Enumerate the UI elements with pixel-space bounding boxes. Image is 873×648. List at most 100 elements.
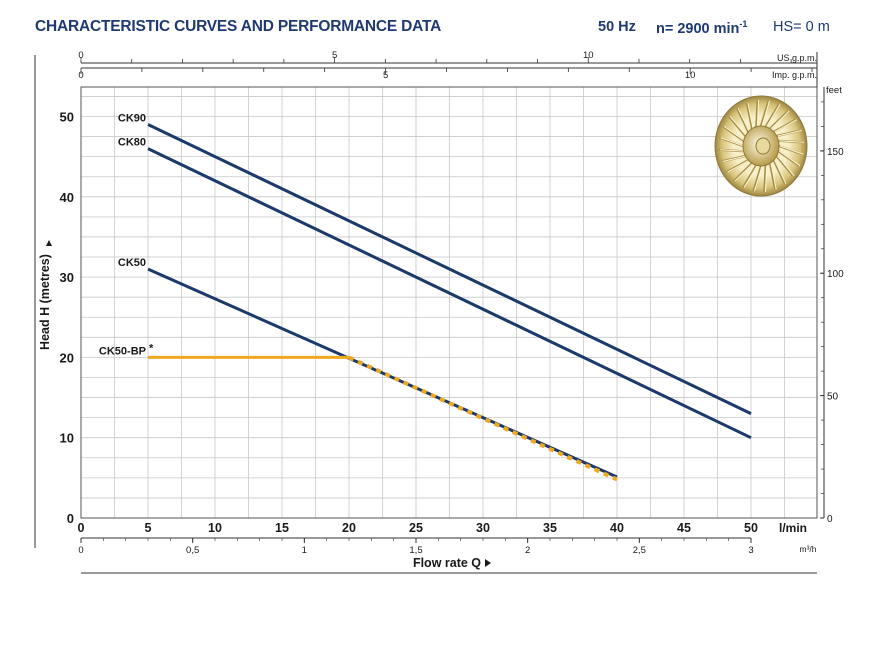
x-tick-label: 35 <box>543 521 557 535</box>
x-tick-label: 20 <box>342 521 356 535</box>
series-label-ck80: CK80 <box>118 137 146 149</box>
impeller-vane-highlight <box>756 100 760 127</box>
plot-frame <box>80 86 818 519</box>
impeller-vane-highlight <box>727 159 750 173</box>
impeller-vane <box>759 100 770 127</box>
speed-label: n= 2900 min-1 <box>656 19 748 37</box>
x-tick-label: 30 <box>476 521 490 535</box>
grid <box>80 87 817 519</box>
x-tick-label: 50 <box>744 521 758 535</box>
impeller-vane <box>745 102 754 129</box>
y-tick-label: 40 <box>60 190 74 205</box>
impeller-vane-highlight <box>764 165 768 192</box>
impeller-vane-highlight <box>734 162 754 182</box>
impeller-vane <box>769 110 789 130</box>
impeller-vane-highlight <box>774 159 787 185</box>
us-gpm-tick-label: 0 <box>78 50 83 61</box>
y-axis-label: Head H (metres) <box>38 254 52 350</box>
m3h-tick-label: 3 <box>748 545 753 556</box>
x-unit-label: l/min <box>779 521 807 535</box>
impeller-vane-highlight <box>737 107 750 133</box>
series-ck90 <box>147 123 752 415</box>
x-tick-label: 40 <box>610 521 624 535</box>
x-tick-label: 25 <box>409 521 423 535</box>
y-tick-label: 0 <box>67 511 74 526</box>
impeller-vane-highlight <box>774 119 797 133</box>
impeller-vane-highlight <box>770 110 790 130</box>
impeller-vane <box>742 164 758 189</box>
feet-tick-label: 150 <box>827 147 844 158</box>
x-tick-label: 0 <box>78 521 85 535</box>
impeller-vane <box>763 165 767 192</box>
x-axis-arrow-icon <box>485 559 491 567</box>
feet-tick-label: 100 <box>827 269 844 280</box>
impeller-vane <box>722 125 745 142</box>
series-label-ck50-bp: CK50-BP <box>99 345 146 357</box>
y-tick-label: 30 <box>60 270 74 285</box>
hs-label: HS= 0 m <box>773 19 830 35</box>
impeller-vane <box>736 107 750 133</box>
x-tick-label: 10 <box>208 521 222 535</box>
feet-tick-label: 50 <box>827 392 839 403</box>
y-tick-label: 20 <box>60 350 74 365</box>
series-ck50 <box>147 267 618 479</box>
x-tick-label: 15 <box>275 521 289 535</box>
y-axis-arrow-icon <box>46 240 52 246</box>
feet-tick-label: 0 <box>827 514 833 525</box>
impeller-vane-highlight <box>729 115 747 137</box>
impeller-bore <box>755 137 771 155</box>
impeller-vane <box>752 165 763 192</box>
series-ck80 <box>147 147 752 440</box>
us-gpm-unit-label: US g.p.m. <box>777 53 817 63</box>
x-axis-label: Flow rate Q <box>413 556 481 570</box>
impeller-vane-highlight <box>777 130 802 137</box>
m3h-tick-label: 2,5 <box>633 545 646 556</box>
impeller-vane-highlight <box>779 140 804 143</box>
impeller-vane <box>764 103 780 128</box>
impeller-vane-highlight <box>747 102 754 129</box>
impeller-vane-highlight <box>743 165 758 188</box>
impeller-vane <box>768 163 777 190</box>
imp-gpm-tick-label: 10 <box>685 70 696 81</box>
series-label-ck50: CK50 <box>118 257 146 269</box>
impeller-vane <box>775 155 794 177</box>
series-marker-ck50-bp: * <box>149 342 154 354</box>
impeller-vane-highlight <box>720 149 745 152</box>
m3h-tick-label: 1 <box>302 545 307 556</box>
impeller-vane-highlight <box>723 125 745 142</box>
impeller-vane-highlight <box>779 145 804 155</box>
impeller-vane-highlight <box>779 150 801 167</box>
frequency-label: 50 Hz <box>598 19 636 35</box>
impeller-vane <box>728 115 747 137</box>
us-gpm-tick-label: 5 <box>332 50 337 61</box>
impeller-icon <box>714 95 808 197</box>
us-gpm-tick-label: 10 <box>583 50 594 61</box>
m3h-tick-label: 2 <box>525 545 530 556</box>
impeller-vane-highlight <box>761 100 770 127</box>
feet-unit-label: feet <box>826 85 842 96</box>
series: CK90 CK80 CK50 CK50-BP * <box>99 113 752 482</box>
impeller-vane <box>733 162 753 182</box>
x-tick-label: 45 <box>677 521 691 535</box>
impeller-vane-highlight <box>777 155 795 177</box>
impeller-vane <box>777 150 800 167</box>
imp-gpm-tick-label: 5 <box>383 70 388 81</box>
y-tick-label: 10 <box>60 431 74 446</box>
m3h-tick-label: 0,5 <box>186 545 199 556</box>
imp-gpm-unit-label: Imp. g.p.m. <box>772 70 817 80</box>
impeller-vane-highlight <box>722 155 747 162</box>
impeller-vane-highlight <box>754 165 763 192</box>
m3h-tick-label: 0 <box>78 545 83 556</box>
x-tick-label: 5 <box>145 521 152 535</box>
impeller-vane <box>755 100 759 127</box>
impeller-vane-highlight <box>770 163 777 190</box>
page-title: CHARACTERISTIC CURVES AND PERFORMANCE DA… <box>35 18 442 35</box>
impeller-vane-highlight <box>766 104 781 127</box>
y-tick-label: 50 <box>60 110 74 125</box>
impeller-vane <box>772 159 786 185</box>
m3h-unit-label: m³/h <box>800 544 817 554</box>
m3h-tick-label: 1,5 <box>409 545 422 556</box>
series-label-ck90: CK90 <box>118 113 146 125</box>
